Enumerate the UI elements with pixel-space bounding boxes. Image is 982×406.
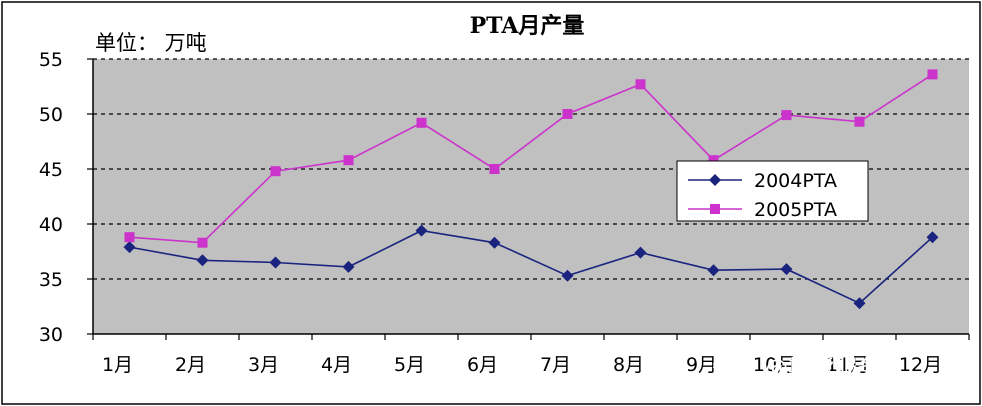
- data-point: [780, 263, 793, 276]
- y-tick-label: 55: [39, 49, 63, 71]
- data-point: [708, 155, 719, 166]
- data-point: [561, 269, 574, 282]
- x-tick-label: 8月: [613, 354, 644, 376]
- series-line: [129, 229, 934, 305]
- axes: [87, 58, 970, 340]
- data-point: [197, 237, 208, 248]
- x-tick-label: 3月: [248, 354, 279, 376]
- legend-marker: [710, 204, 720, 214]
- series-2005PTA: [124, 69, 938, 248]
- data-point: [124, 232, 135, 243]
- data-point: [416, 117, 427, 128]
- x-tick-labels: 1月 2月 3月 4月 5月 6月 7月 8月 9月 10月 11月 12月: [102, 354, 942, 376]
- x-tick-label: 5月: [394, 354, 425, 376]
- y-tick-label: 40: [39, 214, 63, 236]
- data-point: [635, 79, 646, 90]
- data-point: [269, 256, 282, 269]
- data-point: [196, 254, 209, 267]
- x-tick-label: 1月: [102, 354, 133, 376]
- data-point: [927, 69, 938, 80]
- x-tick-label: 12月: [899, 354, 942, 376]
- legend: 2004PTA 2005PTA: [676, 160, 869, 222]
- series-2004PTA: [123, 224, 939, 310]
- series-layer: [123, 69, 939, 310]
- unit-label: 单位： 万吨: [95, 31, 207, 55]
- x-tick-label: 6月: [467, 354, 498, 376]
- x-tick-label: 7月: [540, 354, 571, 376]
- data-point: [853, 297, 866, 310]
- legend-marker: [709, 174, 721, 186]
- data-point: [123, 241, 136, 254]
- legend-box: [676, 160, 869, 222]
- watermark: 知乎 @期货服务生: [712, 356, 903, 382]
- legend-label: 2004PTA: [754, 170, 837, 192]
- data-point: [707, 264, 720, 277]
- x-tick-label: 11月: [826, 354, 869, 376]
- data-point: [926, 231, 939, 244]
- y-tick-label: 30: [39, 324, 63, 346]
- data-point: [489, 164, 500, 174]
- legend-label: 2005PTA: [754, 199, 837, 221]
- y-tick-label: 45: [39, 159, 63, 181]
- chart-title: PTA月产量: [470, 13, 585, 39]
- data-point: [562, 109, 573, 119]
- x-tick-label: 9月: [686, 354, 717, 376]
- y-tick-labels: 30 35 40 45 50 55: [39, 49, 63, 346]
- x-tick-label: 4月: [321, 354, 352, 376]
- x-tick-label: 2月: [175, 354, 206, 376]
- series-line: [129, 73, 933, 244]
- data-point: [781, 110, 792, 121]
- data-point: [270, 166, 281, 177]
- y-tick-label: 35: [39, 269, 63, 291]
- data-point: [488, 236, 501, 249]
- data-point: [634, 246, 647, 259]
- x-tick-label: 10月: [753, 354, 796, 376]
- data-point: [415, 224, 428, 237]
- data-point: [854, 116, 865, 127]
- data-point: [342, 260, 355, 273]
- data-point: [343, 155, 354, 166]
- y-tick-label: 50: [39, 104, 63, 126]
